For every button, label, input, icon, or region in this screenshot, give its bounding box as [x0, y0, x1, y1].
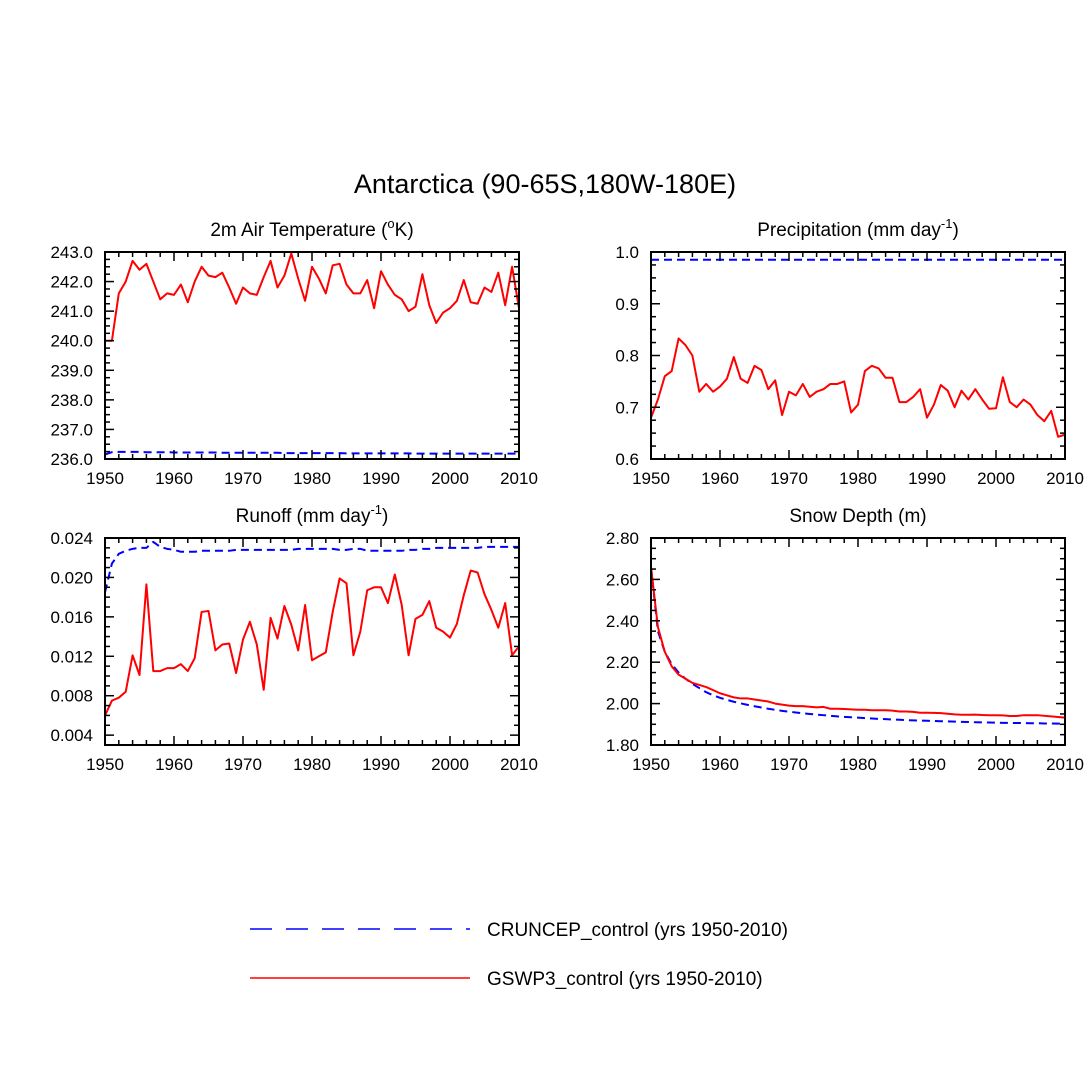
y-tick-label: 2.60: [606, 570, 639, 589]
x-tick-label: 1980: [293, 755, 331, 774]
legend-item: CRUNCEP_control (yrs 1950-2010): [250, 920, 788, 941]
x-tick-label: 2000: [431, 469, 469, 488]
x-tick-label: 2010: [1046, 755, 1084, 774]
x-tick-label: 1970: [224, 755, 262, 774]
y-tick-label: 0.020: [50, 568, 93, 587]
series-line: [651, 566, 1065, 719]
series-line: [105, 252, 519, 342]
y-tick-label: 0.004: [50, 726, 93, 745]
x-tick-label: 2000: [977, 469, 1015, 488]
legend-label: GSWP3_control (yrs 1950-2010): [487, 969, 763, 990]
panel-3: Runoff (mm day-1) 1950 1960 1970 1980 1990 200…: [50, 502, 537, 774]
x-tick-label: 1990: [362, 469, 400, 488]
legend-label: CRUNCEP_control (yrs 1950-2010): [487, 920, 788, 941]
y-tick-label: 0.9: [615, 295, 639, 314]
x-tick-label: 1970: [770, 755, 808, 774]
y-tick-label: 239.0: [50, 361, 93, 380]
y-tick-label: 0.024: [50, 529, 93, 548]
x-tick-label: 1950: [86, 469, 124, 488]
series-line: [105, 540, 519, 593]
y-tick-label: 0.8: [615, 347, 639, 366]
y-tick-label: 2.00: [606, 695, 639, 714]
y-tick-label: 243.0: [50, 243, 93, 262]
panel-title: Precipitation (mm day-1): [757, 216, 959, 241]
panel-2: Precipitation (mm day-1) 1950 1960 1970 1980…: [615, 216, 1084, 488]
panels: 2m Air Temperature (oK) 1950 1960 1970 1980 1…: [50, 216, 1083, 774]
y-tick-label: 0.012: [50, 647, 93, 666]
x-tick-label: 1960: [701, 755, 739, 774]
y-tick-label: 0.008: [50, 687, 93, 706]
x-tick-label: 1980: [839, 755, 877, 774]
x-tick-label: 2010: [1046, 469, 1084, 488]
panel-1: 2m Air Temperature (oK) 1950 1960 1970 1980 1…: [50, 216, 537, 488]
x-tick-label: 1990: [362, 755, 400, 774]
x-tick-label: 1950: [86, 755, 124, 774]
panel-title: 2m Air Temperature (oK): [210, 216, 413, 241]
x-tick-label: 1960: [155, 469, 193, 488]
series-group: [651, 566, 1065, 725]
panel-title: Snow Depth (m): [789, 506, 926, 527]
x-tick-label: 1970: [770, 469, 808, 488]
legend: CRUNCEP_control (yrs 1950-2010) GSWP3_con…: [250, 920, 788, 990]
x-tick-label: 2010: [500, 469, 538, 488]
x-tick-label: 1980: [293, 469, 331, 488]
x-tick-label: 1950: [632, 469, 670, 488]
y-tick-label: 241.0: [50, 302, 93, 321]
y-tick-label: 242.0: [50, 273, 93, 292]
panel-title: Runoff (mm day-1): [236, 502, 389, 527]
y-tick-label: 237.0: [50, 420, 93, 439]
x-tick-label: 2010: [500, 755, 538, 774]
x-tick-label: 1960: [155, 755, 193, 774]
y-tick-label: 2.20: [606, 653, 639, 672]
y-tick-label: 1.80: [606, 736, 639, 755]
y-tick-label: 2.80: [606, 529, 639, 548]
figure-title: Antarctica (90-65S,180W-180E): [354, 169, 736, 199]
x-tick-label: 1970: [224, 469, 262, 488]
x-tick-label: 2000: [977, 755, 1015, 774]
y-tick-label: 0.016: [50, 608, 93, 627]
x-tick-label: 2000: [431, 755, 469, 774]
y-tick-label: 0.7: [615, 398, 639, 417]
x-tick-label: 1950: [632, 755, 670, 774]
y-tick-label: 238.0: [50, 391, 93, 410]
y-tick-label: 240.0: [50, 332, 93, 351]
y-tick-label: 236.0: [50, 450, 93, 469]
series-line: [651, 566, 1065, 725]
legend-item: GSWP3_control (yrs 1950-2010): [250, 969, 763, 990]
x-tick-label: 1960: [701, 469, 739, 488]
series-line: [651, 337, 1065, 438]
y-tick-label: 2.40: [606, 612, 639, 631]
x-tick-label: 1990: [908, 755, 946, 774]
series-line: [105, 569, 519, 716]
panel-4: Snow Depth (m) 1950 1960 1970 1980 1990 2000 20…: [606, 506, 1084, 774]
x-tick-label: 1980: [839, 469, 877, 488]
y-tick-label: 0.6: [615, 450, 639, 469]
series-group: [105, 540, 519, 716]
x-tick-label: 1990: [908, 469, 946, 488]
y-tick-label: 1.0: [615, 243, 639, 262]
